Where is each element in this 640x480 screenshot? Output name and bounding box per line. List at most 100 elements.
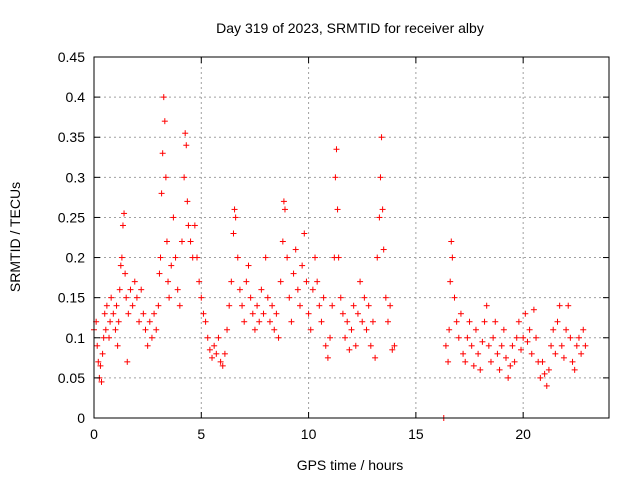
data-point — [503, 354, 509, 361]
data-point — [264, 294, 271, 301]
data-point — [288, 318, 295, 325]
data-point — [251, 326, 258, 333]
data-point — [374, 254, 381, 261]
data-point — [334, 206, 341, 213]
data-point — [379, 206, 386, 213]
data-point — [213, 350, 220, 357]
x-axis-label: GPS time / hours — [297, 457, 404, 473]
data-point — [249, 310, 256, 317]
data-point — [191, 222, 198, 229]
data-point — [445, 358, 452, 365]
data-point — [226, 302, 233, 309]
y-tick-label: 0.2 — [66, 250, 86, 266]
chart-title: Day 319 of 2023, SRMTID for receiver alb… — [216, 20, 484, 36]
data-points — [91, 94, 589, 421]
data-point — [382, 294, 389, 301]
data-point — [539, 358, 546, 365]
data-point — [136, 318, 143, 325]
data-point — [494, 350, 501, 357]
data-point — [376, 214, 383, 221]
data-point — [571, 366, 578, 373]
data-point — [515, 318, 522, 325]
data-point — [185, 222, 192, 229]
data-point — [121, 210, 128, 217]
data-point — [100, 334, 107, 341]
data-point — [158, 190, 165, 197]
data-point — [204, 334, 211, 341]
data-point — [97, 362, 104, 369]
data-point — [95, 358, 102, 365]
data-point — [140, 310, 147, 317]
data-point — [490, 334, 497, 341]
data-point — [170, 214, 177, 221]
y-tick-label: 0.3 — [66, 169, 86, 185]
data-point — [507, 362, 514, 369]
grid-lines — [94, 57, 609, 418]
data-point — [513, 334, 520, 341]
data-point — [533, 334, 540, 341]
data-point — [314, 278, 321, 285]
data-point — [337, 294, 344, 301]
data-point — [307, 326, 314, 333]
data-point — [217, 358, 224, 365]
data-point — [198, 294, 205, 301]
data-point — [487, 358, 494, 365]
data-point — [346, 346, 353, 353]
data-point — [466, 318, 473, 325]
x-tick-label: 20 — [515, 426, 531, 442]
data-point — [470, 362, 477, 369]
data-point — [451, 294, 458, 301]
data-point — [290, 270, 297, 277]
data-point — [280, 198, 287, 205]
data-point — [196, 278, 203, 285]
data-point — [492, 318, 499, 325]
data-point — [541, 370, 548, 377]
data-point — [327, 334, 334, 341]
y-tick-label: 0.45 — [58, 49, 85, 65]
data-point — [528, 350, 535, 357]
data-point — [312, 254, 319, 261]
data-point — [350, 302, 357, 309]
data-point — [115, 318, 122, 325]
data-point — [221, 350, 228, 357]
data-point — [258, 286, 265, 293]
plot-frame — [93, 56, 610, 419]
data-point — [446, 326, 453, 333]
y-tick-label: 0.4 — [66, 89, 86, 105]
data-point — [273, 310, 280, 317]
data-point — [119, 222, 126, 229]
data-point — [389, 346, 396, 353]
data-point — [567, 334, 574, 341]
y-tick-label: 0 — [77, 410, 85, 426]
data-point — [318, 318, 325, 325]
data-point — [468, 342, 475, 349]
data-point — [511, 358, 518, 365]
data-point — [194, 254, 200, 261]
data-point — [578, 350, 585, 357]
data-point — [153, 326, 160, 333]
data-point — [206, 346, 213, 353]
data-point — [545, 366, 552, 373]
data-point — [163, 238, 170, 245]
data-point — [215, 334, 222, 341]
data-point — [269, 302, 276, 309]
data-point — [102, 326, 109, 333]
data-point — [575, 334, 582, 341]
x-tick-label: 15 — [408, 426, 424, 442]
data-point — [200, 310, 207, 317]
data-point — [384, 318, 391, 325]
data-point — [348, 326, 355, 333]
data-point — [236, 286, 243, 293]
data-point — [157, 254, 164, 261]
data-point — [365, 302, 372, 309]
data-point — [106, 334, 113, 341]
data-point — [530, 306, 537, 313]
data-point — [239, 302, 246, 309]
data-point — [543, 382, 550, 389]
data-point — [369, 318, 376, 325]
data-point — [335, 254, 342, 261]
data-point — [537, 374, 544, 381]
data-point — [475, 350, 482, 357]
data-point — [202, 318, 209, 325]
data-point — [256, 318, 263, 325]
